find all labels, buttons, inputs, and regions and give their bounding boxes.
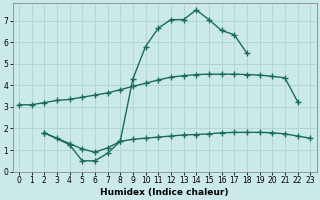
X-axis label: Humidex (Indice chaleur): Humidex (Indice chaleur) <box>100 188 229 197</box>
